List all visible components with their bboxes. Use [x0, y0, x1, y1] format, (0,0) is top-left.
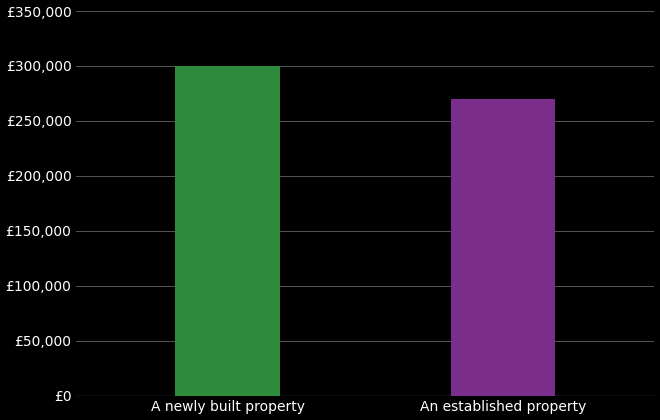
Bar	[451, 99, 555, 396]
Bar	[176, 66, 280, 396]
